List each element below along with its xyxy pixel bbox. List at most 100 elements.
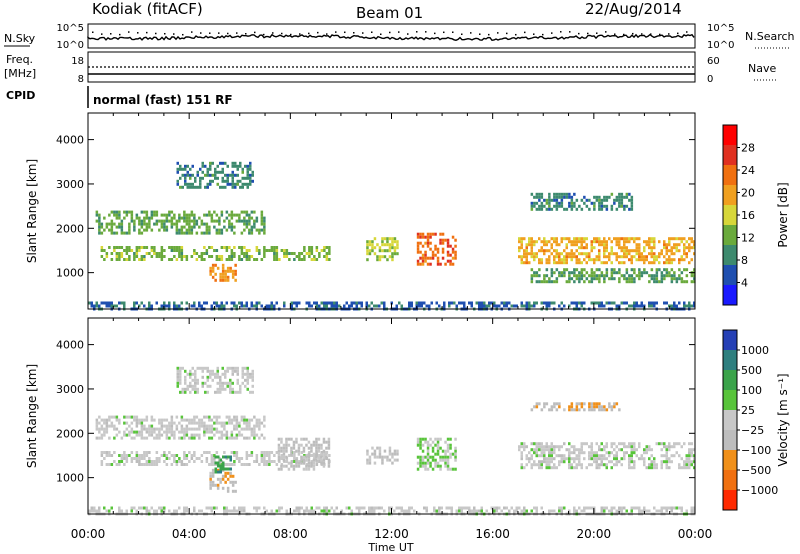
echo-region-5	[416, 232, 457, 266]
noise-search-point	[542, 33, 544, 36]
noise-search-point	[182, 33, 184, 36]
noise-search-point	[605, 31, 607, 33]
noise-search-point	[434, 32, 436, 35]
time-axis-label: Time UT	[367, 541, 413, 554]
noise-tick-right-bottom: 10^0	[707, 40, 734, 51]
noise-tick-left-top: 10^5	[57, 23, 84, 34]
echo-region-3	[209, 263, 237, 282]
colorbar-segment	[723, 225, 737, 246]
time-tick-label: 16:00	[475, 527, 510, 541]
noise-tick-left-bottom: 10^0	[57, 40, 84, 51]
noise-search-point	[164, 32, 166, 35]
slant-range-axis-label: Slant Range [km]	[25, 159, 39, 263]
freq-tick-left-bottom: 8	[78, 74, 84, 85]
noise-search-point	[128, 31, 130, 33]
echo-region-2	[176, 161, 254, 189]
colorbar-segment	[723, 410, 737, 431]
noise-search-point	[587, 32, 589, 35]
echo-region-3	[209, 468, 237, 493]
range-tick-label: 2000	[56, 222, 84, 235]
noise-search-point	[632, 32, 634, 35]
colorbar-tick-label: 1000	[741, 344, 769, 357]
noise-search-point	[614, 33, 616, 35]
noise-search-point	[362, 32, 364, 34]
noise-search-point	[506, 32, 508, 35]
noise-search-point	[272, 32, 274, 34]
colorbar-tick-label: 100	[741, 384, 762, 397]
noise-search-point	[389, 31, 391, 34]
time-tick-label: 00:00	[71, 527, 106, 541]
power-heatmap	[88, 161, 696, 311]
range-tick-label: 2000	[56, 427, 84, 440]
freq-tick-right-bottom: 0	[707, 74, 713, 85]
slant-range-axis-label: Slant Range [km]	[25, 364, 39, 468]
nsky-label: N.Sky	[4, 32, 36, 45]
colorbar-tick-label: 25	[741, 404, 755, 417]
noise-search-point	[173, 33, 175, 35]
colorbar-tick-label: −500	[741, 464, 771, 477]
colorbar-tick-label: 28	[741, 142, 755, 155]
date-title: 22/Aug/2014	[585, 0, 682, 18]
time-tick-label: 08:00	[273, 527, 308, 541]
time-tick-label: 04:00	[172, 527, 207, 541]
cpid-value: normal (fast) 151 RF	[93, 93, 233, 107]
noise-search-point	[479, 33, 481, 35]
noise-trace	[87, 31, 695, 42]
noise-search-point	[92, 31, 94, 34]
range-tick-label: 3000	[56, 178, 84, 191]
noise-search-point	[290, 33, 292, 36]
noise-search-point	[425, 31, 427, 33]
colorbar-label: Power [dB]	[776, 182, 790, 247]
noise-search-point	[569, 31, 571, 33]
echo-region-5	[277, 437, 331, 471]
noise-search-point	[200, 32, 202, 34]
colorbar-tick-label: 4	[741, 277, 748, 290]
colorbar-segment	[723, 285, 737, 306]
noise-search-point	[119, 33, 121, 36]
echo-region-1	[95, 210, 266, 235]
echo-region-6	[366, 446, 399, 465]
freq-label: Freq.	[6, 53, 33, 66]
noise-search-point	[659, 33, 661, 36]
velocity-heatmap	[88, 366, 696, 516]
range-tick-label: 1000	[56, 472, 84, 485]
noise-search-point	[209, 32, 211, 34]
noise-search-point	[650, 33, 652, 35]
station-title: Kodiak (fitACF)	[92, 0, 203, 18]
freq-strip-frame	[87, 51, 696, 83]
noise-search-point	[101, 33, 103, 35]
colorbar-segment	[723, 245, 737, 266]
colorbar-segment	[723, 490, 737, 511]
noise-search-point	[668, 33, 670, 35]
noise-search-point	[623, 33, 625, 36]
noise-search-point	[461, 33, 463, 36]
echo-region-4	[366, 237, 399, 262]
colorbar-segment	[723, 145, 737, 166]
noise-search-point	[227, 32, 229, 35]
echo-region-4	[214, 455, 232, 474]
noise-search-point	[344, 31, 346, 34]
noise-search-point	[686, 31, 688, 33]
colorbar-segment	[723, 185, 737, 206]
noise-search-point	[353, 32, 355, 34]
noise-search-point	[317, 31, 319, 34]
freq-unit-label: [MHz]	[4, 67, 36, 80]
range-tick-label: 4000	[56, 134, 84, 147]
noise-tick-right-top: 10^5	[707, 23, 734, 34]
echo-region-2	[176, 366, 254, 394]
noise-search-point	[407, 33, 409, 35]
noise-search-point	[533, 33, 535, 35]
beam-title: Beam 01	[356, 4, 423, 22]
echo-region-6	[518, 237, 696, 265]
noise-search-point	[677, 32, 679, 35]
noise-sky-trace	[87, 33, 695, 42]
time-tick-label: 00:00	[678, 527, 713, 541]
colorbar-tick-label: 24	[741, 164, 755, 177]
noise-search-point	[335, 31, 337, 33]
colorbar-tick-label: −1000	[741, 484, 778, 497]
colorbar-tick-label: 20	[741, 187, 755, 200]
colorbar-segment	[723, 470, 737, 491]
noise-search-point	[281, 32, 283, 35]
noise-search-point	[398, 31, 400, 33]
